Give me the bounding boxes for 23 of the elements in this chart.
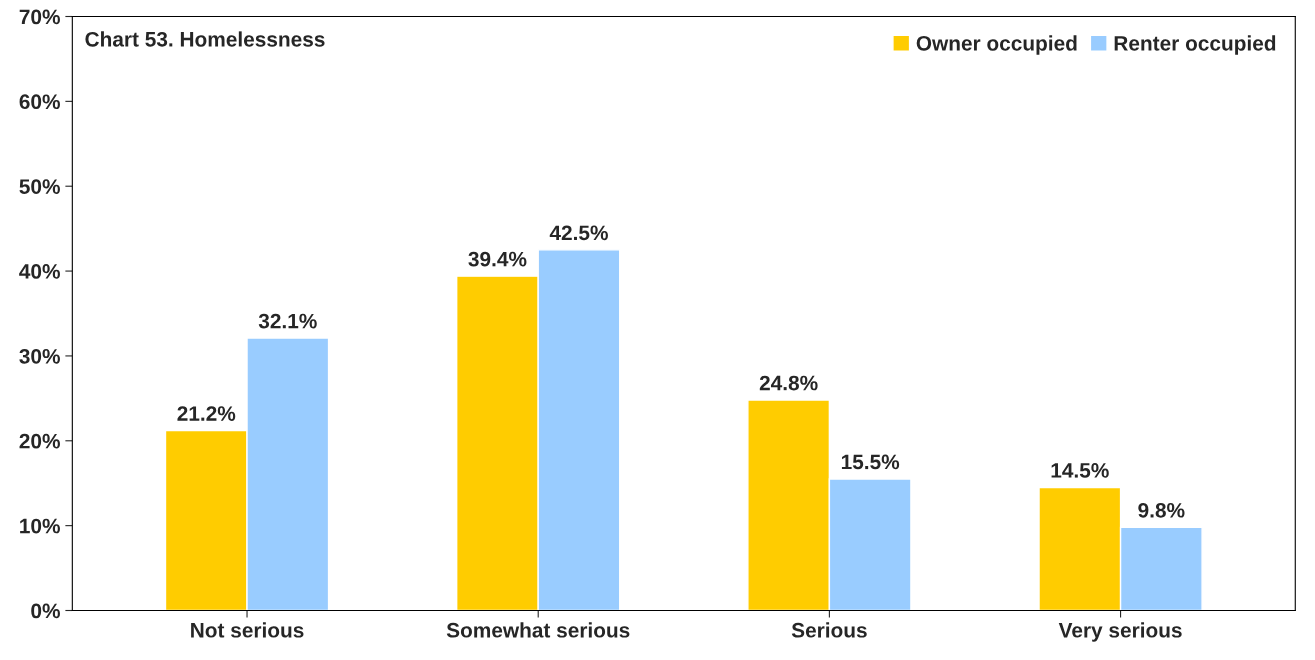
data-label: 39.4% (468, 251, 527, 267)
y-tick-label: 40% (19, 264, 60, 279)
y-tick-label: 70% (19, 9, 60, 25)
x-tick-label: Not serious (191, 622, 304, 638)
data-label: 9.8% (1138, 502, 1185, 518)
y-tick-label: 0% (31, 603, 60, 619)
y-tick-label: 10% (20, 518, 60, 534)
x-tick-label: Serious (791, 622, 867, 638)
y-tick-label: 60% (19, 94, 60, 110)
data-label: 32.1% (258, 313, 317, 329)
data-label: 42.5% (549, 225, 608, 241)
y-tick-label: 20% (19, 433, 60, 449)
data-label: 14.5% (1051, 463, 1109, 478)
data-label: 15.5% (841, 454, 900, 470)
y-tick-label: 30% (19, 348, 60, 364)
y-tick-label: 50% (19, 179, 60, 194)
x-tick-label: Somewhat serious (446, 622, 630, 638)
data-label: 24.8% (759, 375, 818, 391)
text: Chart 53. Homelessness (85, 31, 325, 47)
x-tick-label: Very serious (1058, 622, 1182, 642)
legend-label: Owner occupied (916, 35, 1077, 55)
data-label: 21.2% (177, 406, 236, 421)
legend-label: Renter occupied (1114, 35, 1276, 55)
